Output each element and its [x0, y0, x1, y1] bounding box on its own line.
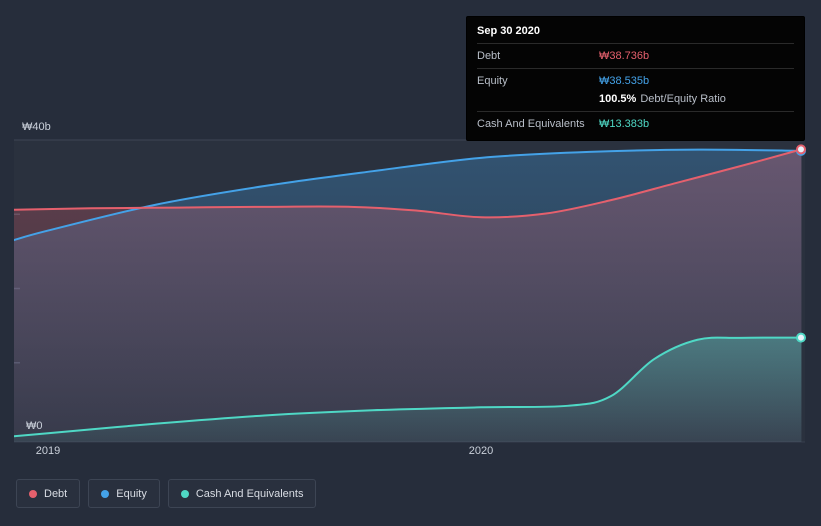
- tooltip-row-debt: Debt ₩38.736b: [477, 47, 794, 69]
- tooltip-ratio-suffix: Debt/Equity Ratio: [640, 93, 726, 105]
- tooltip-equity-value: ₩38.535b: [599, 75, 650, 87]
- series-line-equity: [14, 148, 803, 242]
- series-end-marker-cash-and-equivalents: [796, 332, 806, 343]
- tooltip-debt-value: ₩38.736b: [599, 50, 650, 62]
- legend-dot-cash: [180, 489, 189, 498]
- series-line-cash-and-equivalents: [14, 336, 803, 438]
- legend-item-debt[interactable]: Debt: [16, 479, 81, 508]
- legend-label-cash: Cash And Equivalents: [195, 487, 304, 500]
- series-area-cash-and-equivalents: [14, 337, 802, 442]
- tooltip-row-cash: Cash And Equivalents ₩13.383b: [477, 115, 794, 133]
- tooltip-debt-label: Debt: [477, 50, 501, 62]
- legend-item-cash[interactable]: Cash And Equivalents: [167, 479, 317, 508]
- tooltip-cash-value: ₩13.383b: [599, 118, 650, 130]
- tooltip-row-equity: Equity ₩38.535b: [477, 72, 794, 90]
- legend-item-equity[interactable]: Equity: [88, 479, 160, 508]
- tooltip-date: Sep 30 2020: [477, 23, 794, 44]
- series-area-debt: [14, 149, 802, 442]
- legend: Debt Equity Cash And Equivalents: [16, 479, 317, 508]
- tooltip-equity-label: Equity: [477, 75, 508, 87]
- series-line-debt: [14, 148, 803, 219]
- y-axis-label-0: ₩0: [26, 420, 43, 432]
- series-end-marker-debt: [796, 144, 806, 155]
- legend-label-debt: Debt: [44, 487, 68, 500]
- legend-label-equity: Equity: [116, 487, 147, 500]
- legend-dot-equity: [101, 489, 110, 498]
- x-axis-label-2020: 2020: [468, 445, 494, 457]
- tooltip-ratio-value: 100.5%: [599, 93, 637, 105]
- chart-tooltip: Sep 30 2020 Debt ₩38.736b Equity ₩38.535…: [466, 16, 805, 141]
- tooltip-row-ratio: 100.5% Debt/Equity Ratio: [477, 90, 794, 112]
- legend-dot-debt: [29, 489, 37, 498]
- tooltip-cash-label: Cash And Equivalents: [477, 118, 585, 130]
- y-axis-label-40b: ₩40b: [22, 121, 51, 133]
- x-axis-label-2019: 2019: [35, 445, 61, 457]
